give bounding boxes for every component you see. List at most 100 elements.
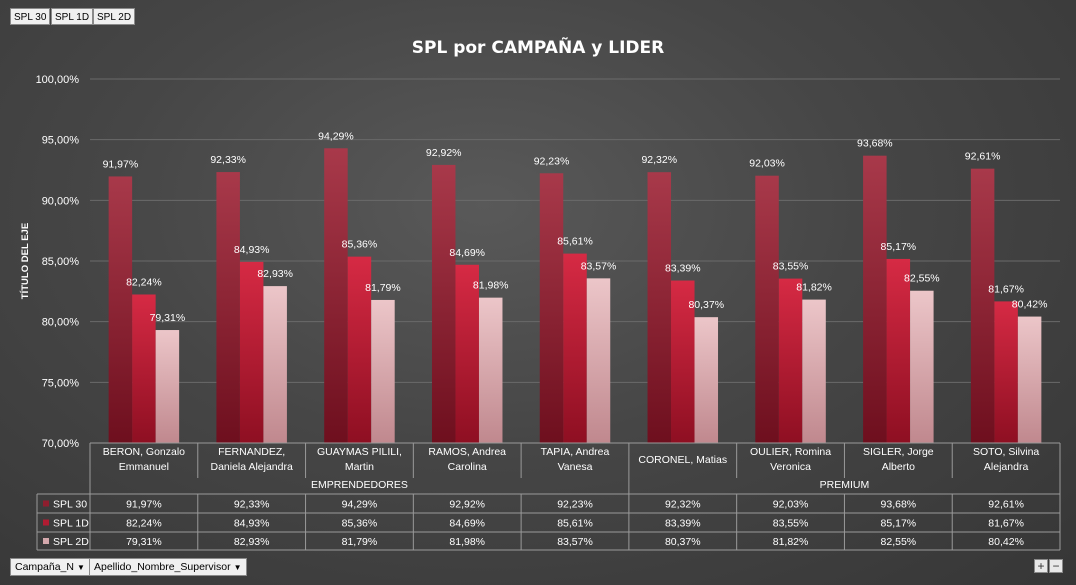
category-label: OULIER, Romina — [750, 446, 831, 458]
bar — [155, 330, 180, 443]
data-label: 92,03% — [749, 158, 785, 170]
zoom-in-button[interactable]: + — [1034, 559, 1048, 573]
category-label: Alberto — [882, 461, 915, 473]
bar — [970, 168, 995, 443]
data-label: 92,92% — [426, 147, 462, 159]
data-label: 79,31% — [150, 312, 186, 324]
axis-button-campana-label: Campaña_N — [15, 561, 74, 573]
table-value: 92,92% — [449, 499, 485, 511]
bar — [778, 278, 803, 443]
table-value: 85,36% — [342, 518, 378, 530]
legend-label: SPL 30 — [53, 499, 87, 511]
table-value: 82,24% — [126, 518, 162, 530]
group-label: EMPRENDEDORES — [311, 479, 408, 491]
table-value: 81,79% — [342, 536, 378, 548]
bar — [324, 148, 348, 444]
bar — [647, 172, 672, 443]
y-axis-title: TÍTULO DEL EJE — [20, 223, 31, 299]
data-label: 93,68% — [857, 138, 893, 150]
table-value: 92,32% — [665, 499, 701, 511]
bar — [108, 176, 133, 443]
field-button-spl2d[interactable]: SPL 2D — [93, 8, 136, 25]
data-label: 83,39% — [665, 263, 701, 275]
bar — [586, 278, 611, 443]
data-label: 81,98% — [473, 280, 509, 292]
bar — [263, 286, 287, 443]
data-label: 81,67% — [988, 283, 1024, 295]
category-label: RAMOS, Andrea — [428, 446, 506, 458]
bar — [539, 173, 564, 443]
axis-button-supervisor-label: Apellido_Nombre_Supervisor — [94, 561, 231, 573]
category-label: SIGLER, Jorge — [863, 446, 934, 458]
chart-title: SPL por CAMPAÑA y LIDER — [411, 38, 665, 58]
data-label: 91,97% — [103, 158, 139, 170]
table-value: 81,98% — [449, 536, 485, 548]
bar — [755, 175, 779, 443]
category-label: Veronica — [770, 461, 811, 473]
data-label: 83,55% — [773, 261, 809, 273]
table-value: 81,67% — [988, 518, 1024, 530]
legend-swatch — [43, 519, 49, 526]
table-value: 85,61% — [557, 518, 593, 530]
category-label: Vanesa — [558, 461, 593, 473]
y-tick-label: 95,00% — [42, 135, 80, 147]
bar — [347, 256, 372, 443]
table-value: 83,39% — [665, 518, 701, 530]
data-label: 82,24% — [126, 276, 162, 288]
table-value: 93,68% — [881, 499, 917, 511]
table-value: 79,31% — [126, 536, 162, 548]
table-value: 81,82% — [773, 536, 809, 548]
field-button-spl30[interactable]: SPL 30 — [10, 8, 51, 25]
bar — [239, 261, 264, 443]
axis-button-supervisor[interactable]: Apellido_Nombre_Supervisor ▼ — [89, 558, 247, 576]
bar — [371, 299, 395, 443]
dropdown-arrow-icon: ▼ — [76, 563, 85, 572]
data-label: 82,55% — [904, 273, 940, 285]
legend-swatch — [43, 538, 49, 544]
table-value: 92,61% — [988, 499, 1024, 511]
axis-button-campana[interactable]: Campaña_N ▼ — [10, 558, 90, 576]
data-label: 92,32% — [641, 154, 677, 166]
table-value: 83,55% — [773, 518, 809, 530]
data-label: 81,82% — [796, 282, 832, 294]
bar — [863, 155, 887, 443]
data-label: 92,23% — [534, 155, 570, 167]
zoom-out-button[interactable]: − — [1049, 559, 1063, 573]
category-label: Martin — [345, 461, 374, 473]
y-tick-label: 100,00% — [36, 74, 80, 86]
bar — [132, 294, 156, 443]
category-label: Alejandra — [984, 461, 1029, 473]
y-tick-label: 90,00% — [42, 195, 80, 207]
y-tick-label: 85,00% — [42, 256, 80, 268]
category-label: TAPIA, Andrea — [541, 446, 610, 458]
legend-label: SPL 2D — [53, 536, 89, 548]
bar — [478, 297, 503, 443]
group-label: PREMIUM — [820, 479, 870, 491]
table-value: 82,55% — [881, 536, 917, 548]
dropdown-arrow-icon: ▼ — [233, 563, 242, 572]
bar — [671, 280, 695, 443]
table-value: 83,57% — [557, 536, 593, 548]
table-value: 92,33% — [234, 499, 270, 511]
table-value: 92,03% — [773, 499, 809, 511]
data-label: 92,61% — [965, 151, 1001, 163]
bar — [994, 301, 1018, 443]
category-label: GUAYMAS PILILI, — [317, 446, 402, 458]
data-label: 85,61% — [557, 236, 593, 248]
category-label: Emmanuel — [119, 461, 169, 473]
y-tick-label: 70,00% — [42, 438, 80, 450]
data-label: 82,93% — [257, 268, 293, 280]
data-label: 84,93% — [234, 244, 270, 256]
bar — [455, 264, 479, 443]
data-label: 80,42% — [1012, 299, 1048, 311]
bar — [216, 172, 240, 443]
data-label: 80,37% — [688, 299, 724, 311]
data-label: 83,57% — [581, 260, 617, 272]
table-value: 92,23% — [557, 499, 593, 511]
category-label: Carolina — [448, 461, 487, 473]
table-value: 94,29% — [342, 499, 378, 511]
bar — [694, 317, 719, 443]
data-label: 85,36% — [342, 239, 378, 251]
field-button-spl1d[interactable]: SPL 1D — [51, 8, 94, 25]
y-tick-label: 80,00% — [42, 317, 80, 329]
